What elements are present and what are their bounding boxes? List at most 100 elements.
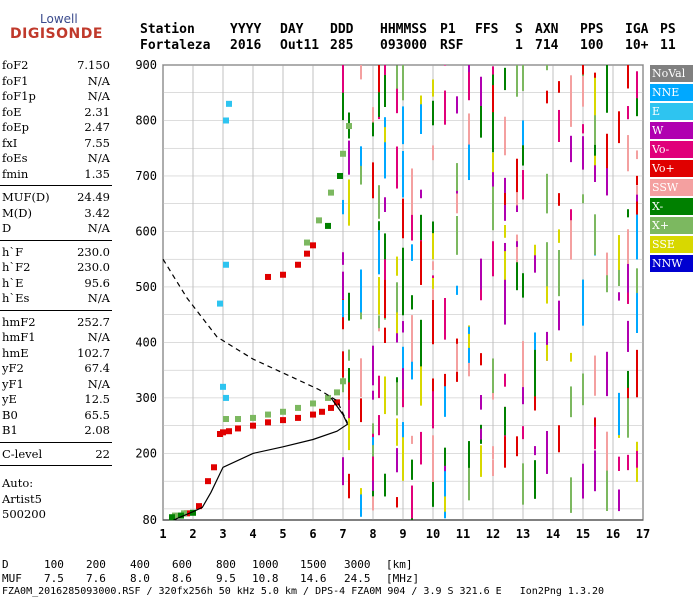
param-value: 102.7 xyxy=(77,345,110,360)
x-tick-label: 8 xyxy=(369,527,376,541)
param-value: 22 xyxy=(95,446,110,461)
logo-digisonde: DIGISONDE xyxy=(10,26,103,42)
trace-point xyxy=(226,428,232,435)
x-tick-label: 12 xyxy=(486,527,500,541)
param-key: foF2 xyxy=(2,58,29,72)
header-label: DDD xyxy=(330,22,354,37)
separator xyxy=(0,239,112,241)
param-key: yF2 xyxy=(2,361,24,375)
trace-point xyxy=(304,239,310,246)
row-value: 600 xyxy=(172,558,192,571)
param-row: foEs N/A xyxy=(2,151,110,166)
param-value: N/A xyxy=(87,89,110,103)
trace-point xyxy=(328,189,334,196)
x-tick-label: 15 xyxy=(576,527,590,541)
header-value: 714 xyxy=(535,38,559,53)
param-key: h`Es xyxy=(2,291,30,305)
header-value: 093000 xyxy=(380,38,427,53)
param-row: h`E 95.6 xyxy=(2,276,110,291)
header: Station YYYY DAY DDD HHMMSS P1 FFS S AXN PPS IGA PS… xyxy=(140,22,676,54)
header-label: P1 xyxy=(440,22,456,37)
trace-point xyxy=(223,394,229,401)
trace-point xyxy=(217,300,223,307)
trace-point xyxy=(223,261,229,268)
header-label: IGA xyxy=(625,22,649,37)
param-key: B0 xyxy=(2,407,18,422)
header-label: PPS xyxy=(580,22,604,37)
legend-item: E xyxy=(650,103,693,120)
param-value: 7.55 xyxy=(84,135,110,150)
y-tick-label: 80 xyxy=(143,513,157,527)
param-value: 3.42 xyxy=(84,205,110,220)
trace-point xyxy=(280,408,286,415)
x-tick-label: 14 xyxy=(546,527,560,541)
param-key: foEs xyxy=(2,151,28,165)
legend-item: Vo- xyxy=(650,141,693,158)
param-row: foEp 2.47 xyxy=(2,120,110,135)
param-row: D N/A xyxy=(2,221,110,236)
trace-point xyxy=(223,117,229,124)
row-value: 200 xyxy=(86,558,106,571)
trace-point xyxy=(265,419,271,426)
trace-point xyxy=(304,250,310,257)
row-value: 7.6 xyxy=(86,572,106,585)
header-label: S xyxy=(515,22,523,37)
trace-point xyxy=(337,172,343,179)
y-tick-label: 700 xyxy=(135,169,157,183)
param-key: M(D) xyxy=(2,205,32,220)
trace-point xyxy=(169,514,175,521)
param-key: hmE xyxy=(2,345,29,360)
row-value: 9.5 xyxy=(216,572,236,585)
y-tick-label: 900 xyxy=(135,58,157,72)
x-tick-label: 17 xyxy=(636,527,650,541)
row-value: 8.0 xyxy=(130,572,150,585)
legend-item: X- xyxy=(650,198,693,215)
param-value: N/A xyxy=(87,73,110,88)
legend-item: Vo+ xyxy=(650,160,693,177)
param-row: foF2 7.150 xyxy=(2,58,110,73)
param-key: C-level xyxy=(2,446,43,461)
x-tick-label: 11 xyxy=(456,527,470,541)
param-row: hmF2 252.7 xyxy=(2,315,110,330)
row-value: 3000 xyxy=(344,558,371,571)
row-value: 100 xyxy=(44,558,64,571)
trace-point xyxy=(310,242,316,249)
trace-point xyxy=(295,404,301,411)
row-value: [km] xyxy=(386,558,413,571)
separator xyxy=(0,441,112,443)
trace-point xyxy=(265,273,271,280)
param-value: 67.4 xyxy=(84,361,110,375)
x-tick-label: 3 xyxy=(219,527,226,541)
row-value: 8.6 xyxy=(172,572,192,585)
header-label: YYYY xyxy=(230,22,262,37)
header-value: Out11 xyxy=(280,38,320,53)
trace-point xyxy=(226,100,232,107)
trace-point xyxy=(346,123,352,130)
parameter-panel: foF2 7.150 foF1 N/A foF1p N/A foE 2.31 foEp 2.47 f… xyxy=(0,58,115,528)
legend-item: SSW xyxy=(650,179,693,196)
row-value: 800 xyxy=(216,558,236,571)
trace-point xyxy=(280,271,286,278)
trace-point xyxy=(295,414,301,421)
trace-point xyxy=(319,408,325,415)
row-value: 1000 xyxy=(252,558,279,571)
param-row: yF1 N/A xyxy=(2,377,110,392)
param-value: 7.150 xyxy=(77,58,110,72)
trace-point xyxy=(340,378,346,385)
param-row: fmin 1.35 xyxy=(2,167,110,182)
header-label: Station xyxy=(140,22,195,37)
param-value: 2.08 xyxy=(84,423,110,437)
param-value: N/A xyxy=(87,330,110,344)
param-row: foE 2.31 xyxy=(2,105,110,120)
auto-line2: Artist5 xyxy=(2,491,42,506)
x-tick-label: 5 xyxy=(279,527,286,541)
legend-item: NNW xyxy=(650,255,693,272)
row-value: 400 xyxy=(130,558,150,571)
param-row: C-level 22 xyxy=(2,447,110,462)
row-label: D xyxy=(2,558,9,571)
param-key: B1 xyxy=(2,423,18,437)
param-row: B0 65.5 xyxy=(2,408,110,423)
trace-point xyxy=(235,416,241,423)
param-row: yF2 67.4 xyxy=(2,361,110,376)
trace-point xyxy=(250,414,256,421)
